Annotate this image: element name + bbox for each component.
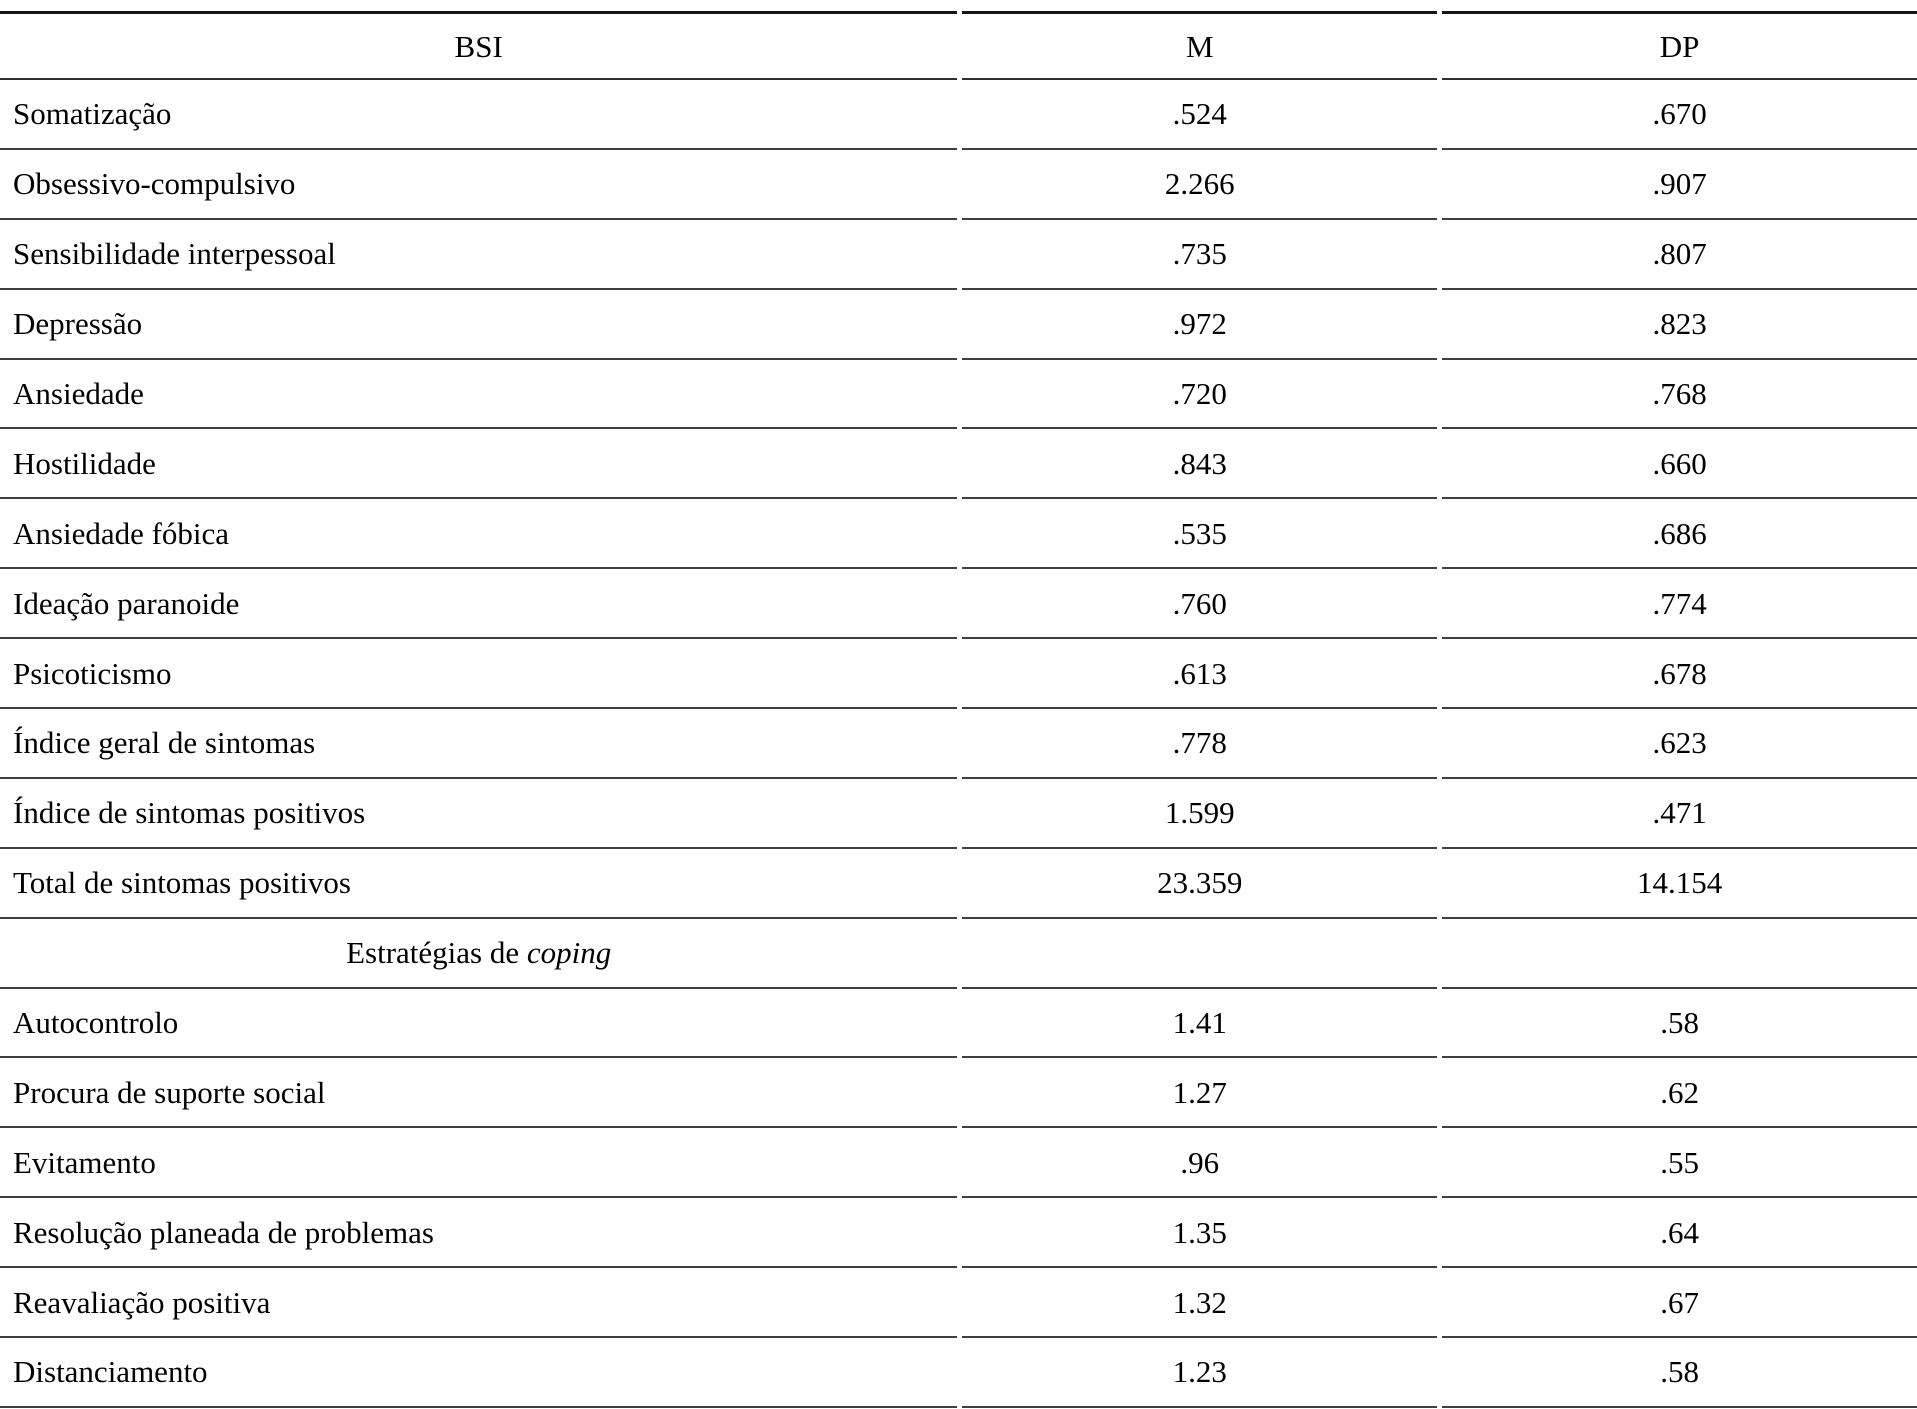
sd-value: 14.154: [1442, 849, 1917, 919]
table-row: Hostilidade .843 .660: [0, 429, 1917, 500]
row-label: Resolução planeada de problemas: [0, 1198, 958, 1269]
mean-value: .535: [962, 499, 1438, 570]
row-label: Distanciamento: [0, 1338, 958, 1408]
mean-value: 23.359: [962, 849, 1438, 919]
mean-value: .735: [962, 220, 1438, 290]
sd-value: .58: [1442, 989, 1917, 1059]
column-header-mean: M: [962, 11, 1438, 80]
mean-value: 2.266: [962, 150, 1438, 220]
table-row: Somatização .524 .670: [0, 80, 1917, 150]
bsi-coping-table: BSI M DP Somatização .524 .670 Obsessivo…: [0, 11, 1917, 1408]
row-label: Obsessivo-compulsivo: [0, 150, 958, 220]
mean-value: .760: [962, 569, 1438, 640]
mean-value: .720: [962, 360, 1438, 430]
table-row: Autocontrolo 1.41 .58: [0, 989, 1917, 1059]
sd-value: .686: [1442, 499, 1917, 570]
column-header-bsi: BSI: [0, 11, 958, 80]
mean-value-empty: [962, 919, 1438, 989]
sd-value: .823: [1442, 290, 1917, 360]
sd-value: .62: [1442, 1058, 1917, 1129]
mean-value: .613: [962, 639, 1438, 710]
sd-value: .768: [1442, 360, 1917, 430]
sd-value: .660: [1442, 429, 1917, 500]
sd-value: .55: [1442, 1128, 1917, 1199]
table-row: Ansiedade fóbica .535 .686: [0, 499, 1917, 570]
row-label: Total de sintomas positivos: [0, 849, 958, 919]
table-row: Sensibilidade interpessoal .735 .807: [0, 220, 1917, 290]
table-row: Procura de suporte social 1.27 .62: [0, 1058, 1917, 1129]
section-title-emphasis: coping: [526, 935, 612, 971]
sd-value: .678: [1442, 639, 1917, 710]
mean-value: 1.35: [962, 1198, 1438, 1269]
table-row: Depressão .972 .823: [0, 290, 1917, 360]
sd-value: .67: [1442, 1268, 1917, 1339]
table-row: Índice de sintomas positivos 1.599 .471: [0, 779, 1917, 849]
mean-value: .843: [962, 429, 1438, 500]
mean-value: 1.41: [962, 989, 1438, 1059]
row-label: Psicoticismo: [0, 639, 958, 710]
row-label: Ansiedade fóbica: [0, 499, 958, 570]
mean-value: 1.27: [962, 1058, 1438, 1129]
sd-value: .64: [1442, 1198, 1917, 1269]
row-label: Autocontrolo: [0, 989, 958, 1059]
sd-value: .623: [1442, 709, 1917, 779]
section-header-row: Estratégias de coping: [0, 919, 1917, 989]
row-label: Depressão: [0, 290, 958, 360]
row-label: Reavaliação positiva: [0, 1268, 958, 1339]
mean-value: 1.23: [962, 1338, 1438, 1408]
table-row: Psicoticismo .613 .678: [0, 639, 1917, 710]
mean-value: .778: [962, 709, 1438, 779]
row-label: Procura de suporte social: [0, 1058, 958, 1129]
column-header-sd: DP: [1442, 11, 1917, 80]
table-row: Ansiedade .720 .768: [0, 360, 1917, 430]
mean-value: .96: [962, 1128, 1438, 1199]
header-row: BSI M DP: [0, 11, 1917, 80]
sd-value: .471: [1442, 779, 1917, 849]
sd-value-empty: [1442, 919, 1917, 989]
section-title-prefix: Estratégias de: [346, 935, 527, 971]
table-row: Distanciamento 1.23 .58: [0, 1338, 1917, 1408]
row-label: Ansiedade: [0, 360, 958, 430]
table-row: Obsessivo-compulsivo 2.266 .907: [0, 150, 1917, 220]
row-label: Evitamento: [0, 1128, 958, 1199]
table-row: Índice geral de sintomas .778 .623: [0, 709, 1917, 779]
table-row: Total de sintomas positivos 23.359 14.15…: [0, 849, 1917, 919]
row-label: Índice de sintomas positivos: [0, 779, 958, 849]
sd-value: .807: [1442, 220, 1917, 290]
row-label: Sensibilidade interpessoal: [0, 220, 958, 290]
sd-value: .670: [1442, 80, 1917, 150]
row-label: Ideação paranoide: [0, 569, 958, 640]
table-row: Evitamento .96 .55: [0, 1128, 1917, 1199]
mean-value: .972: [962, 290, 1438, 360]
row-label: Somatização: [0, 80, 958, 150]
mean-value: 1.599: [962, 779, 1438, 849]
table-row: Ideação paranoide .760 .774: [0, 569, 1917, 640]
section-title: Estratégias de coping: [0, 919, 958, 989]
mean-value: .524: [962, 80, 1438, 150]
sd-value: .907: [1442, 150, 1917, 220]
sd-value: .774: [1442, 569, 1917, 640]
table-row: Reavaliação positiva 1.32 .67: [0, 1268, 1917, 1339]
sd-value: .58: [1442, 1338, 1917, 1408]
row-label: Hostilidade: [0, 429, 958, 500]
row-label: Índice geral de sintomas: [0, 709, 958, 779]
mean-value: 1.32: [962, 1268, 1438, 1339]
table-row: Resolução planeada de problemas 1.35 .64: [0, 1198, 1917, 1269]
